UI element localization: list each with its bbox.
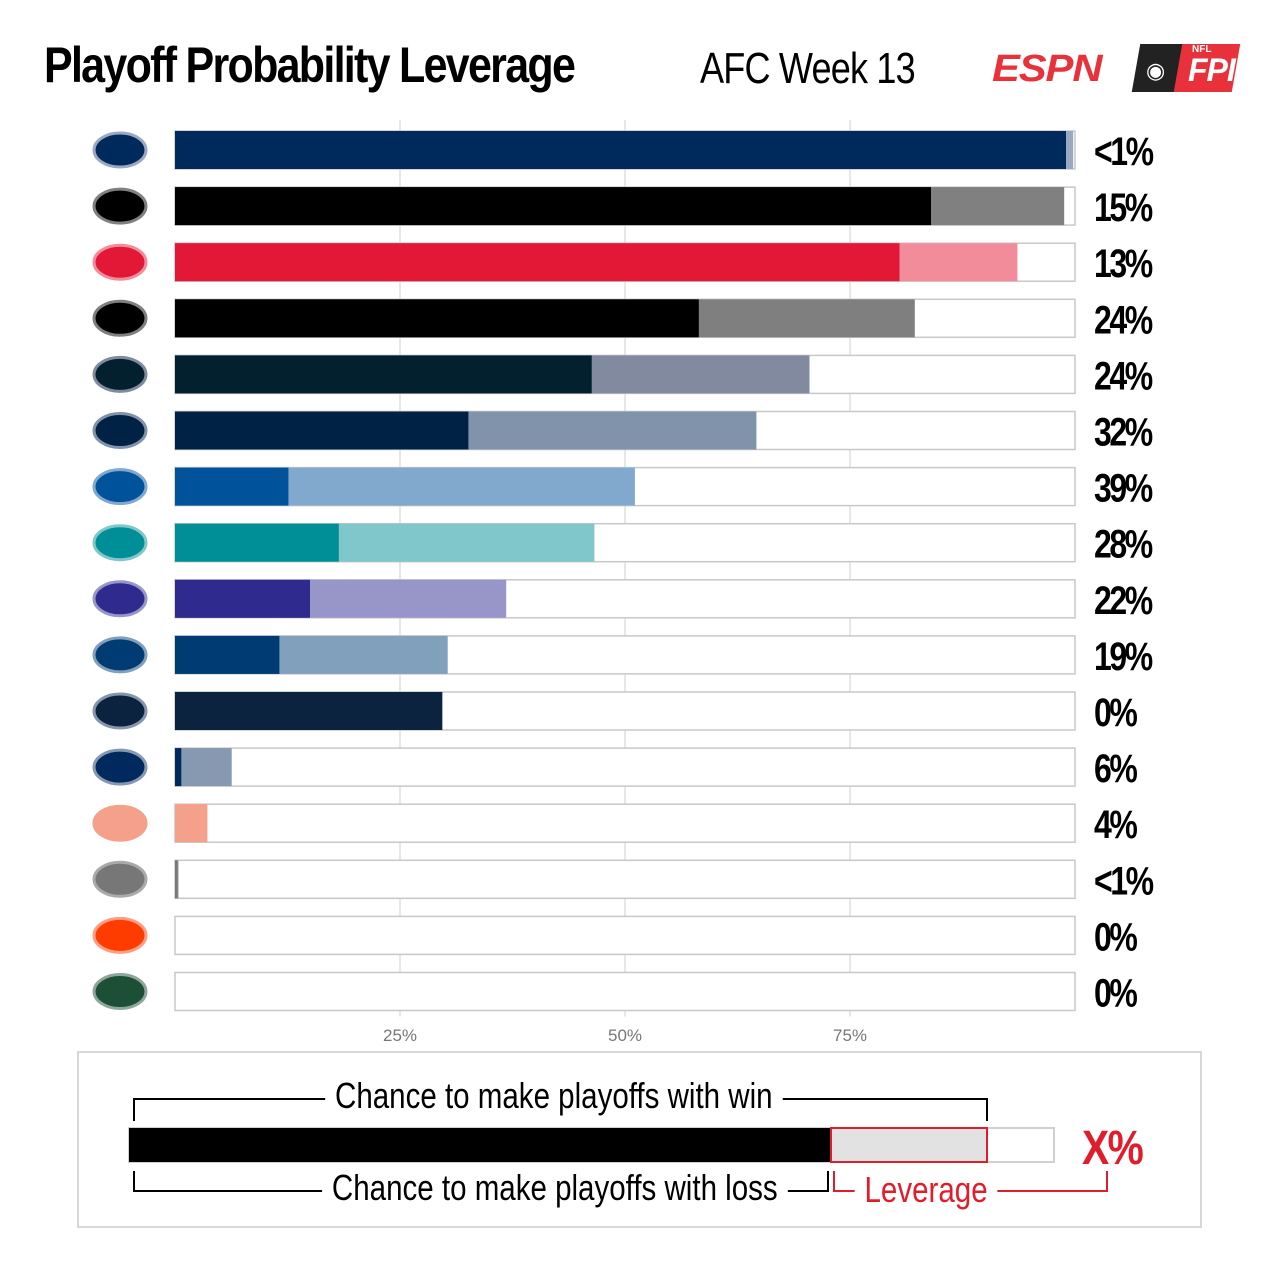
win-bar <box>175 804 208 843</box>
leverage-value-label: 39% <box>1094 465 1153 510</box>
leverage-value-label: 32% <box>1094 409 1153 454</box>
leverage-value-label: 15% <box>1094 185 1153 230</box>
leverage-value-label: <1% <box>1094 129 1154 174</box>
legend-value-label: X% <box>1082 1122 1144 1175</box>
team-logo-icon <box>92 355 148 393</box>
bar-outline <box>174 971 1076 1012</box>
loss-bar <box>175 635 280 674</box>
leverage-value-label: <1% <box>1094 858 1154 903</box>
team-logo-icon <box>92 804 148 842</box>
legend-win-label: Chance to make playoffs with win <box>325 1075 783 1117</box>
loss-bar <box>175 299 699 338</box>
leverage-value-label: 0% <box>1094 914 1138 959</box>
leverage-value-label: 24% <box>1094 353 1153 398</box>
team-logo-icon <box>92 187 148 225</box>
bar-outline <box>174 747 1076 787</box>
legend-box: Chance to make playoffs with win Chance … <box>77 1051 1202 1228</box>
team-logo-icon <box>92 748 148 786</box>
loss-bar <box>175 523 339 562</box>
legend-leverage-bar <box>830 1127 988 1163</box>
team-logo-icon <box>92 636 148 674</box>
team-logo-icon <box>92 468 148 506</box>
team-logo-icon <box>92 131 148 169</box>
leverage-value-label: 0% <box>1094 970 1138 1015</box>
loss-bar <box>175 243 900 282</box>
leverage-value-label: 13% <box>1094 241 1153 286</box>
loss-bar <box>175 748 182 787</box>
loss-bar <box>175 131 1066 169</box>
team-logo-icon <box>92 860 148 898</box>
leverage-value-label: 28% <box>1094 521 1153 566</box>
leverage-value-label: 24% <box>1094 297 1153 342</box>
loss-bar <box>175 860 178 899</box>
loss-bar <box>175 355 592 394</box>
loss-bar <box>175 187 931 226</box>
leverage-connector <box>987 1171 1108 1192</box>
team-logo-icon <box>92 916 148 954</box>
page-subtitle: AFC Week 13 <box>700 44 916 93</box>
x-tick-label: 75% <box>833 1026 867 1045</box>
football-icon: ◉ <box>1146 58 1166 83</box>
leverage-value-label: 22% <box>1094 577 1153 622</box>
legend-loss-label: Chance to make playoffs with loss <box>322 1167 788 1209</box>
team-logo-icon <box>92 299 148 337</box>
legend-graphic <box>128 1098 1108 1192</box>
team-logo-icon <box>92 412 148 449</box>
leverage-chart: <1% 15% 13% 24% 24% 32% 39% 28% 22% 19% 0% 6% 4% <1% 0… <box>92 120 1156 1045</box>
espn-logo: ESPN <box>992 48 1103 90</box>
page-title: Playoff Probability Leverage <box>44 37 576 93</box>
leverage-value-label: 19% <box>1094 633 1153 678</box>
fpi-label: FPI <box>1188 52 1236 88</box>
loss-bar <box>175 411 469 450</box>
leverage-value-label: 0% <box>1094 690 1138 735</box>
bar-outline <box>174 859 1076 900</box>
fpi-logo: ◉ NFL FPI <box>1131 44 1241 92</box>
loss-bar <box>175 467 289 506</box>
win-bar <box>175 748 232 787</box>
x-tick-label: 50% <box>608 1026 642 1045</box>
bar-outline <box>174 803 1076 843</box>
legend-loss-bar <box>129 1128 831 1162</box>
leverage-value-label: 6% <box>1094 746 1138 791</box>
bar-outline <box>174 915 1076 956</box>
leverage-value-label: 4% <box>1094 802 1138 847</box>
team-logo-icon <box>92 692 148 730</box>
legend-leverage-label: Leverage <box>854 1169 998 1211</box>
team-logo-icon <box>92 243 148 281</box>
team-logo-icon <box>92 524 148 562</box>
loss-bar <box>175 579 310 618</box>
fpi-nfl-label: NFL <box>1192 44 1212 55</box>
loss-bar <box>175 692 443 730</box>
team-logo-icon <box>92 973 148 1010</box>
team-logo-icon <box>92 580 148 618</box>
x-tick-label: 25% <box>383 1026 417 1045</box>
